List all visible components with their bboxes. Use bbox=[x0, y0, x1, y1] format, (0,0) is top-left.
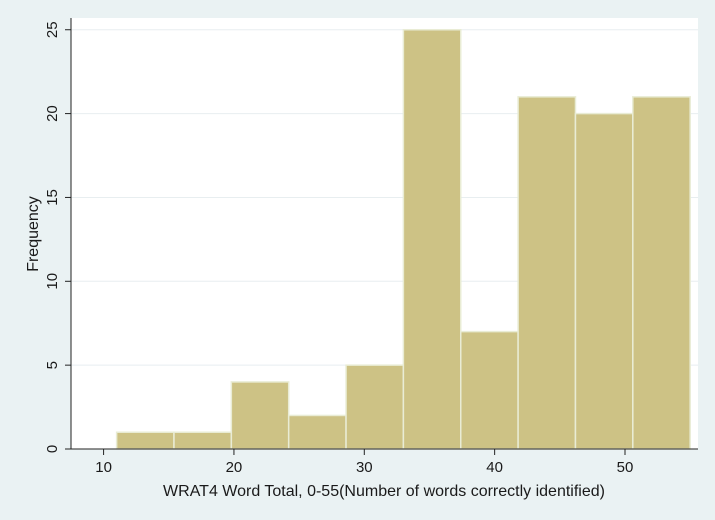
y-tick-label-5: 5 bbox=[44, 361, 61, 369]
y-tick-label-25: 25 bbox=[44, 21, 61, 38]
histogram-bar-3 bbox=[230, 381, 290, 450]
bars bbox=[115, 28, 691, 450]
x-tick-label-20: 20 bbox=[226, 459, 243, 476]
histogram-bar-8 bbox=[517, 96, 577, 450]
y-tick-label-20: 20 bbox=[44, 105, 61, 122]
histogram-bar-6 bbox=[402, 28, 462, 450]
x-axis-title: WRAT4 Word Total, 0-55(Number of words c… bbox=[163, 483, 605, 500]
y-axis-title: Frequency bbox=[25, 196, 42, 272]
y-tick-label-0: 0 bbox=[44, 445, 61, 453]
x-tick-label-50: 50 bbox=[617, 459, 634, 476]
y-tick-label-15: 15 bbox=[44, 189, 61, 206]
histogram-bar-4 bbox=[287, 414, 347, 450]
x-tick-label-30: 30 bbox=[356, 459, 373, 476]
ticks: 0 5 10 15 20 25 10 20 30 40 50 bbox=[44, 21, 633, 476]
axes bbox=[70, 18, 698, 450]
histogram-bar-5 bbox=[345, 364, 405, 450]
histogram-bar-1 bbox=[115, 431, 175, 450]
histogram-bar-2 bbox=[173, 431, 233, 450]
y-tick-label-10: 10 bbox=[44, 273, 61, 290]
histogram-bar-10 bbox=[632, 96, 691, 450]
x-tick-label-10: 10 bbox=[95, 459, 112, 476]
histogram-bar-9 bbox=[574, 112, 634, 450]
x-tick-label-40: 40 bbox=[486, 459, 503, 476]
histogram-bar-7 bbox=[460, 330, 519, 450]
